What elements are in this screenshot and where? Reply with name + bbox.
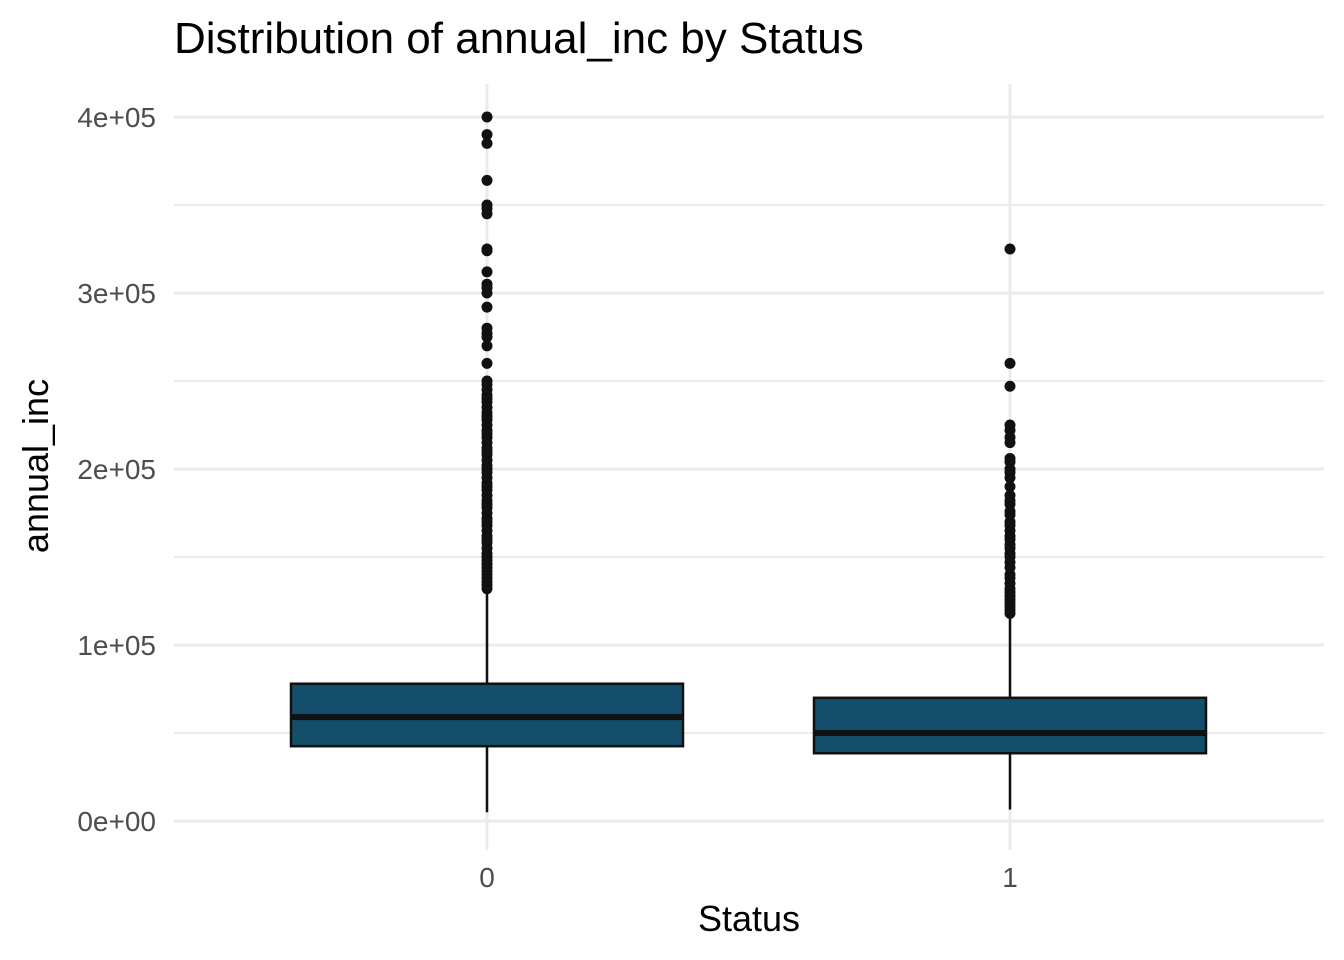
y-axis-title: annual_inc bbox=[15, 379, 56, 553]
outlier-point bbox=[481, 331, 493, 343]
outlier-point bbox=[1004, 481, 1016, 493]
box-group-0 bbox=[289, 111, 685, 813]
outlier-point bbox=[1004, 607, 1016, 619]
outlier-point bbox=[1004, 380, 1016, 392]
y-tick-label: 2e+05 bbox=[77, 454, 156, 485]
outlier-point bbox=[481, 129, 493, 141]
outlier-point bbox=[1004, 437, 1016, 449]
outlier-point bbox=[1004, 243, 1016, 255]
x-axis-title: Status bbox=[698, 898, 800, 939]
y-axis-tick-labels: 0e+00 1e+05 2e+05 3e+05 4e+05 bbox=[77, 102, 156, 837]
y-tick-label: 4e+05 bbox=[77, 102, 156, 133]
outlier-point bbox=[481, 301, 493, 313]
outlier-point bbox=[481, 245, 493, 257]
outlier-point bbox=[481, 208, 493, 220]
outlier-point bbox=[1004, 472, 1016, 484]
outlier-point bbox=[1004, 357, 1016, 369]
outlier-point bbox=[481, 287, 493, 299]
y-tick-label: 1e+05 bbox=[77, 630, 156, 661]
outlier-point bbox=[481, 340, 493, 352]
chart-title: Distribution of annual_inc by Status bbox=[174, 14, 864, 63]
x-tick-label: 0 bbox=[479, 862, 495, 893]
outlier-point bbox=[481, 111, 493, 123]
y-tick-label: 3e+05 bbox=[77, 278, 156, 309]
y-tick-label: 0e+00 bbox=[77, 806, 156, 837]
box-series bbox=[289, 111, 1208, 813]
outlier-point bbox=[481, 583, 493, 595]
outlier-point bbox=[481, 357, 493, 369]
outlier-point bbox=[481, 137, 493, 149]
box-group-1 bbox=[812, 243, 1208, 810]
iqr-box bbox=[812, 696, 1208, 755]
outlier-point bbox=[481, 174, 493, 186]
x-tick-label: 1 bbox=[1002, 862, 1018, 893]
outlier-point bbox=[481, 266, 493, 278]
